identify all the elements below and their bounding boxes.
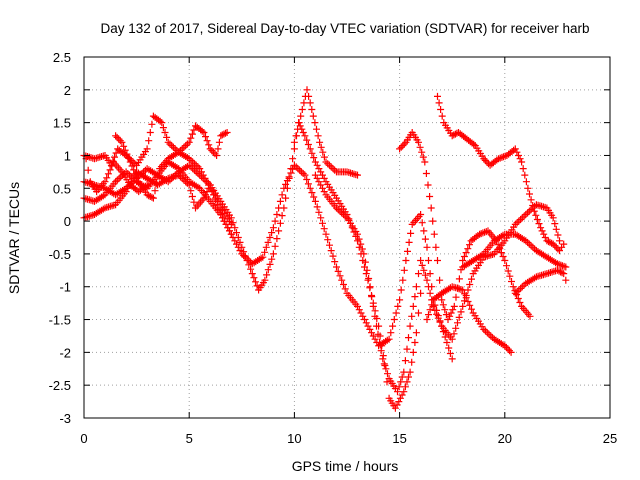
y-tick-label: -1 (59, 280, 71, 295)
series-13 (459, 230, 570, 271)
y-tick-label: 2.5 (53, 50, 71, 65)
series-11 (423, 283, 515, 356)
x-tick-label: 20 (498, 431, 512, 446)
series-8 (394, 201, 563, 396)
y-tick-label: 1 (64, 148, 71, 163)
x-axis-ticks: 0 5 10 15 20 25 (80, 57, 617, 446)
y-tick-label: -3 (59, 411, 71, 426)
x-axis-label: GPS time / hours (292, 458, 399, 474)
y-axis-label: SDTVAR / TECUs (6, 182, 22, 294)
series-10 (434, 92, 568, 255)
series-6 (290, 86, 361, 179)
y-tick-label: -2 (59, 345, 71, 360)
x-tick-label: 0 (80, 431, 87, 446)
series-markers (290, 86, 361, 179)
series-markers (394, 201, 563, 396)
data-points (80, 86, 570, 412)
x-tick-label: 5 (186, 431, 193, 446)
y-tick-label: 0 (64, 214, 71, 229)
x-tick-label: 10 (287, 431, 301, 446)
series-markers (511, 266, 570, 297)
plot-frame (83, 56, 611, 419)
series-markers (311, 171, 399, 392)
series-markers (459, 230, 570, 271)
x-tick-label: 15 (392, 431, 406, 446)
y-tick-label: -2.5 (49, 378, 71, 393)
series-7 (311, 171, 399, 392)
chart-title: Day 132 of 2017, Sidereal Day-to-day VTE… (101, 21, 590, 36)
y-tick-label: 2 (64, 83, 71, 98)
series-12 (511, 266, 570, 297)
series-14 (82, 155, 151, 196)
series-markers (423, 283, 515, 356)
y-tick-label: -0.5 (49, 247, 71, 262)
x-tick-label: 25 (603, 431, 617, 446)
grid (84, 57, 610, 418)
y-tick-label: -1.5 (49, 313, 71, 328)
y-tick-label: 0.5 (53, 181, 71, 196)
y-tick-label: 1.5 (53, 116, 71, 131)
series-markers (434, 92, 568, 255)
y-axis-ticks: -3 -2.5 -2 -1.5 -1 -0.5 0 0.5 1 1.5 2 2.5 (49, 50, 610, 426)
series-markers (82, 155, 151, 196)
